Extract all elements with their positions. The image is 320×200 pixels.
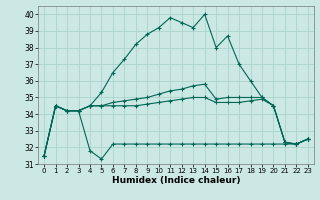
X-axis label: Humidex (Indice chaleur): Humidex (Indice chaleur)	[112, 176, 240, 185]
